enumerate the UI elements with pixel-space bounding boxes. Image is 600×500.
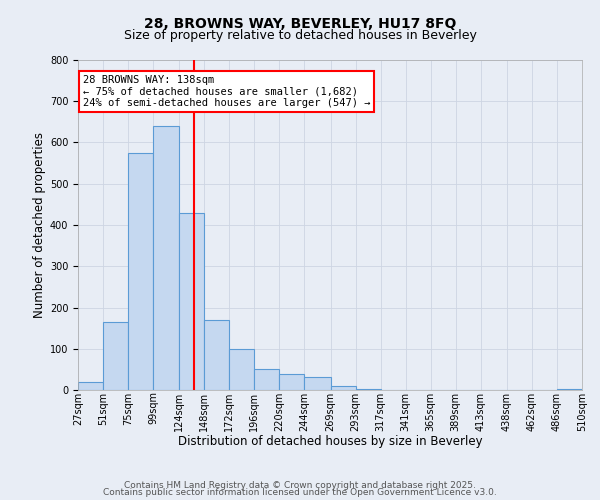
Text: Contains public sector information licensed under the Open Government Licence v3: Contains public sector information licen… [103, 488, 497, 497]
Bar [356, 389, 380, 390]
Bar [331, 386, 356, 390]
X-axis label: Distribution of detached houses by size in Beverley: Distribution of detached houses by size … [178, 435, 482, 448]
Bar [78, 382, 103, 390]
Bar [229, 349, 254, 390]
Text: Size of property relative to detached houses in Beverley: Size of property relative to detached ho… [124, 29, 476, 42]
Bar [557, 389, 582, 390]
Text: 28, BROWNS WAY, BEVERLEY, HU17 8FQ: 28, BROWNS WAY, BEVERLEY, HU17 8FQ [144, 18, 456, 32]
Text: Contains HM Land Registry data © Crown copyright and database right 2025.: Contains HM Land Registry data © Crown c… [124, 480, 476, 490]
Bar [179, 212, 204, 390]
Text: 28 BROWNS WAY: 138sqm
← 75% of detached houses are smaller (1,682)
24% of semi-d: 28 BROWNS WAY: 138sqm ← 75% of detached … [83, 75, 371, 108]
Bar [304, 377, 331, 390]
Bar [128, 153, 153, 390]
Bar [153, 126, 179, 390]
Bar [280, 374, 304, 390]
Y-axis label: Number of detached properties: Number of detached properties [32, 132, 46, 318]
Bar [103, 322, 128, 390]
Bar [254, 370, 280, 390]
Bar [204, 320, 229, 390]
